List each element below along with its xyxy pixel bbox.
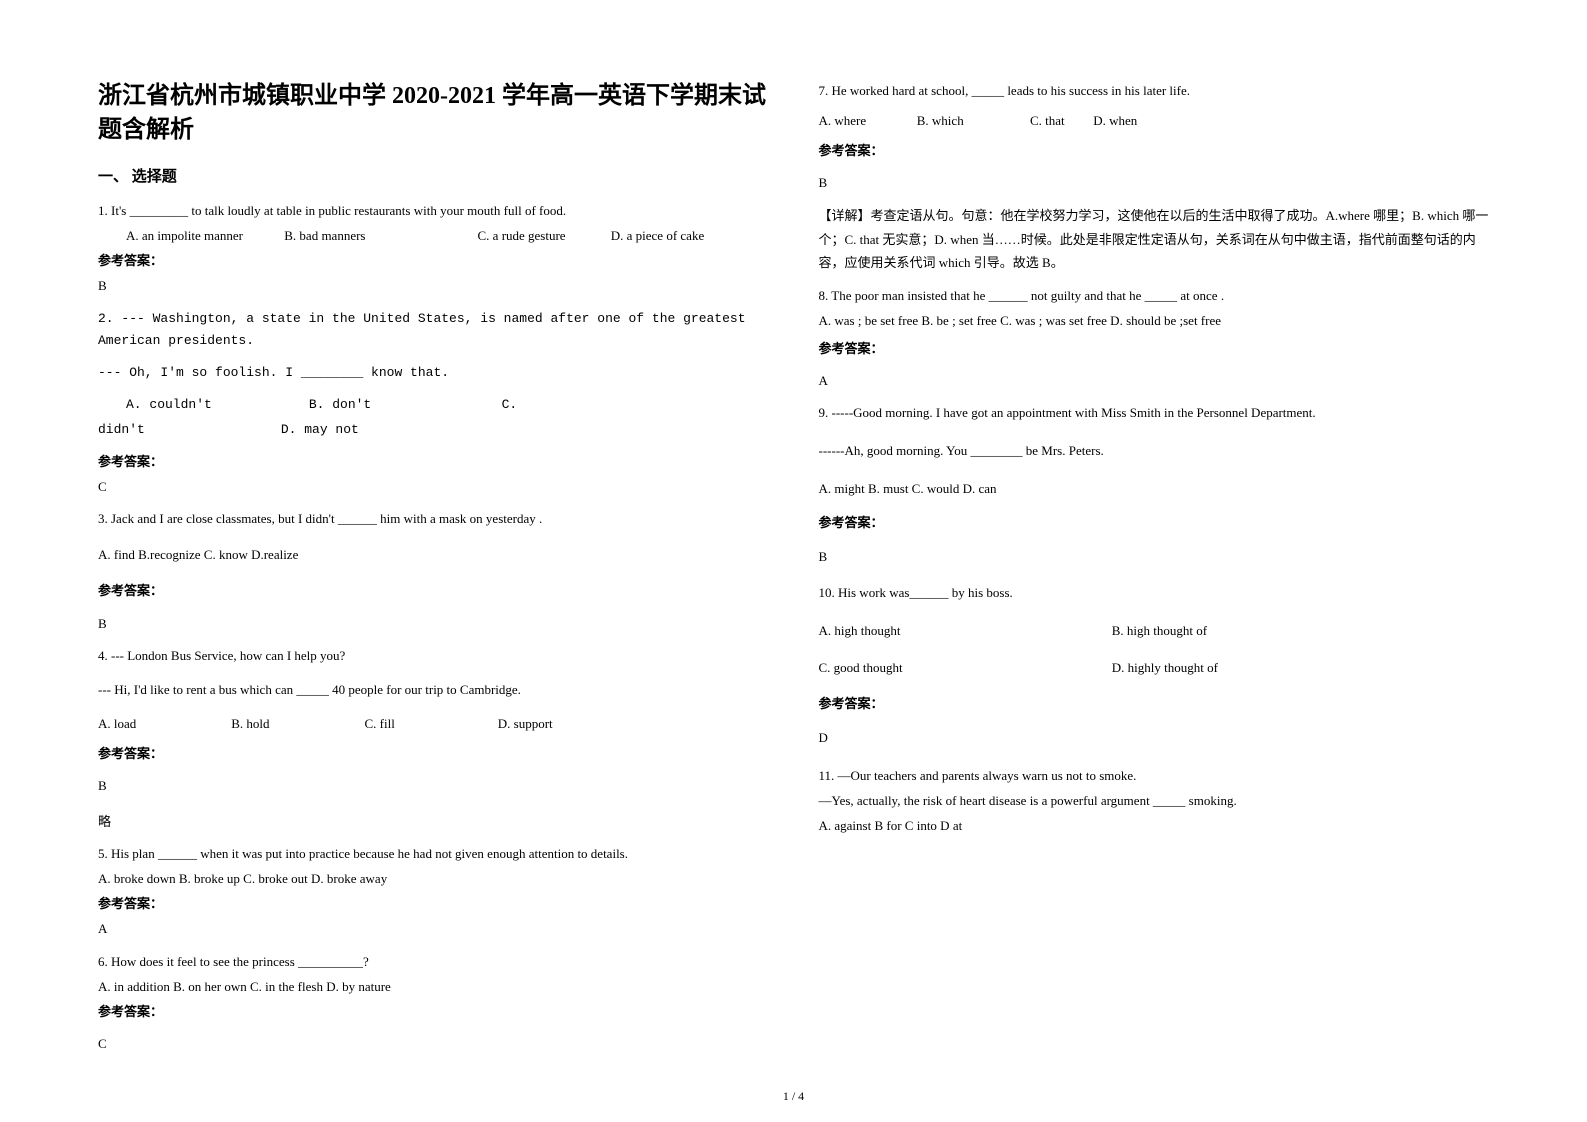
q4-answer: B bbox=[98, 775, 769, 797]
q1-answer: B bbox=[98, 275, 769, 297]
q5-text: 5. His plan ______ when it was put into … bbox=[98, 843, 769, 865]
q5-options: A. broke down B. broke up C. broke out D… bbox=[98, 868, 769, 890]
q3-answer: B bbox=[98, 613, 769, 635]
q4-opt-c: C. fill bbox=[365, 713, 495, 735]
q10-answer-label: 参考答案： bbox=[819, 693, 1490, 715]
q11-line1: 11. —Our teachers and parents always war… bbox=[819, 765, 1490, 787]
q7-answer-label: 参考答案： bbox=[819, 140, 1490, 162]
q4-opt-d: D. support bbox=[498, 713, 553, 735]
question-3: 3. Jack and I are close classmates, but … bbox=[98, 508, 769, 634]
q2-opt-a: A. couldn't bbox=[126, 394, 301, 416]
q2-line1: 2. --- Washington, a state in the United… bbox=[98, 308, 769, 352]
section-header: 一、 选择题 bbox=[98, 165, 769, 186]
question-2: 2. --- Washington, a state in the United… bbox=[98, 308, 769, 499]
q11-options: A. against B for C into D at bbox=[819, 815, 1490, 837]
q4-options: A. load B. hold C. fill D. support bbox=[98, 713, 769, 735]
q3-answer-label: 参考答案： bbox=[98, 580, 769, 602]
q10-opt-a: A. high thought bbox=[819, 620, 1109, 642]
q7-explain: 【详解】考查定语从句。句意：他在学校努力学习，这使他在以后的生活中取得了成功。A… bbox=[819, 204, 1490, 274]
q7-opt-d: D. when bbox=[1093, 110, 1137, 132]
q3-text: 3. Jack and I are close classmates, but … bbox=[98, 508, 769, 530]
q10-opt-c: C. good thought bbox=[819, 657, 1109, 679]
q6-answer: C bbox=[98, 1033, 769, 1055]
q2-line2: --- Oh, I'm so foolish. I ________ know … bbox=[98, 362, 769, 384]
q2-opt-b: B. don't bbox=[309, 394, 494, 416]
q2-answer: C bbox=[98, 476, 769, 498]
q1-text: 1. It's _________ to talk loudly at tabl… bbox=[98, 200, 769, 222]
q7-text: 7. He worked hard at school, _____ leads… bbox=[819, 80, 1490, 102]
question-11: 11. —Our teachers and parents always war… bbox=[819, 765, 1490, 837]
q2-options-row2: didn't D. may not bbox=[98, 419, 769, 441]
q1-opt-a: A. an impolite manner bbox=[126, 225, 281, 247]
q5-answer-label: 参考答案： bbox=[98, 893, 769, 915]
q1-opt-c: C. a rude gesture bbox=[478, 225, 608, 247]
q2-options-row1: A. couldn't B. don't C. bbox=[98, 394, 769, 416]
q1-opt-b: B. bad manners bbox=[284, 225, 474, 247]
q2-opt-c-prefix: C. bbox=[502, 394, 518, 416]
question-6: 6. How does it feel to see the princess … bbox=[98, 951, 769, 1055]
question-7: 7. He worked hard at school, _____ leads… bbox=[819, 80, 1490, 275]
q7-opt-a: A. where bbox=[819, 110, 914, 132]
q9-line1: 9. -----Good morning. I have got an appo… bbox=[819, 402, 1490, 424]
q10-opt-b: B. high thought of bbox=[1112, 620, 1207, 642]
page-number: 1 / 4 bbox=[0, 1089, 1587, 1104]
q4-extra: 略 bbox=[98, 811, 769, 833]
page-title: 浙江省杭州市城镇职业中学 2020-2021 学年高一英语下学期末试题含解析 bbox=[98, 80, 769, 147]
q7-options: A. where B. which C. that D. when bbox=[819, 110, 1490, 132]
q6-options: A. in addition B. on her own C. in the f… bbox=[98, 976, 769, 998]
q8-answer-label: 参考答案： bbox=[819, 338, 1490, 360]
q10-options-row1: A. high thought B. high thought of bbox=[819, 620, 1490, 642]
q10-options-row2: C. good thought D. highly thought of bbox=[819, 657, 1490, 679]
q2-opt-c: didn't bbox=[98, 419, 273, 441]
q6-text: 6. How does it feel to see the princess … bbox=[98, 951, 769, 973]
q10-text: 10. His work was______ by his boss. bbox=[819, 582, 1490, 604]
q8-answer: A bbox=[819, 370, 1490, 392]
q9-answer-label: 参考答案： bbox=[819, 512, 1490, 534]
q10-opt-d: D. highly thought of bbox=[1112, 657, 1218, 679]
q1-opt-d: D. a piece of cake bbox=[611, 225, 704, 247]
q9-line2: ------Ah, good morning. You ________ be … bbox=[819, 440, 1490, 462]
q5-answer: A bbox=[98, 918, 769, 940]
q9-options: A. might B. must C. would D. can bbox=[819, 478, 1490, 500]
q1-answer-label: 参考答案： bbox=[98, 250, 769, 272]
q4-opt-a: A. load bbox=[98, 713, 228, 735]
q7-opt-c: C. that bbox=[1030, 110, 1090, 132]
question-1: 1. It's _________ to talk loudly at tabl… bbox=[98, 200, 769, 297]
q6-answer-label: 参考答案： bbox=[98, 1001, 769, 1023]
question-4: 4. --- London Bus Service, how can I hel… bbox=[98, 645, 769, 834]
q4-opt-b: B. hold bbox=[231, 713, 361, 735]
q8-text: 8. The poor man insisted that he ______ … bbox=[819, 285, 1490, 307]
q2-opt-d: D. may not bbox=[281, 419, 359, 441]
q4-answer-label: 参考答案： bbox=[98, 743, 769, 765]
q9-answer: B bbox=[819, 546, 1490, 568]
q7-opt-b: B. which bbox=[917, 110, 1027, 132]
q8-options: A. was ; be set free B. be ; set free C.… bbox=[819, 310, 1490, 332]
q3-options: A. find B.recognize C. know D.realize bbox=[98, 544, 769, 566]
question-9: 9. -----Good morning. I have got an appo… bbox=[819, 402, 1490, 568]
question-5: 5. His plan ______ when it was put into … bbox=[98, 843, 769, 940]
q4-line2: --- Hi, I'd like to rent a bus which can… bbox=[98, 679, 769, 701]
q2-answer-label: 参考答案： bbox=[98, 451, 769, 473]
q4-line1: 4. --- London Bus Service, how can I hel… bbox=[98, 645, 769, 667]
question-8: 8. The poor man insisted that he ______ … bbox=[819, 285, 1490, 392]
q1-options: A. an impolite manner B. bad manners C. … bbox=[98, 225, 769, 247]
q10-answer: D bbox=[819, 727, 1490, 749]
question-10: 10. His work was______ by his boss. A. h… bbox=[819, 582, 1490, 748]
q7-answer: B bbox=[819, 172, 1490, 194]
q11-line2: —Yes, actually, the risk of heart diseas… bbox=[819, 790, 1490, 812]
